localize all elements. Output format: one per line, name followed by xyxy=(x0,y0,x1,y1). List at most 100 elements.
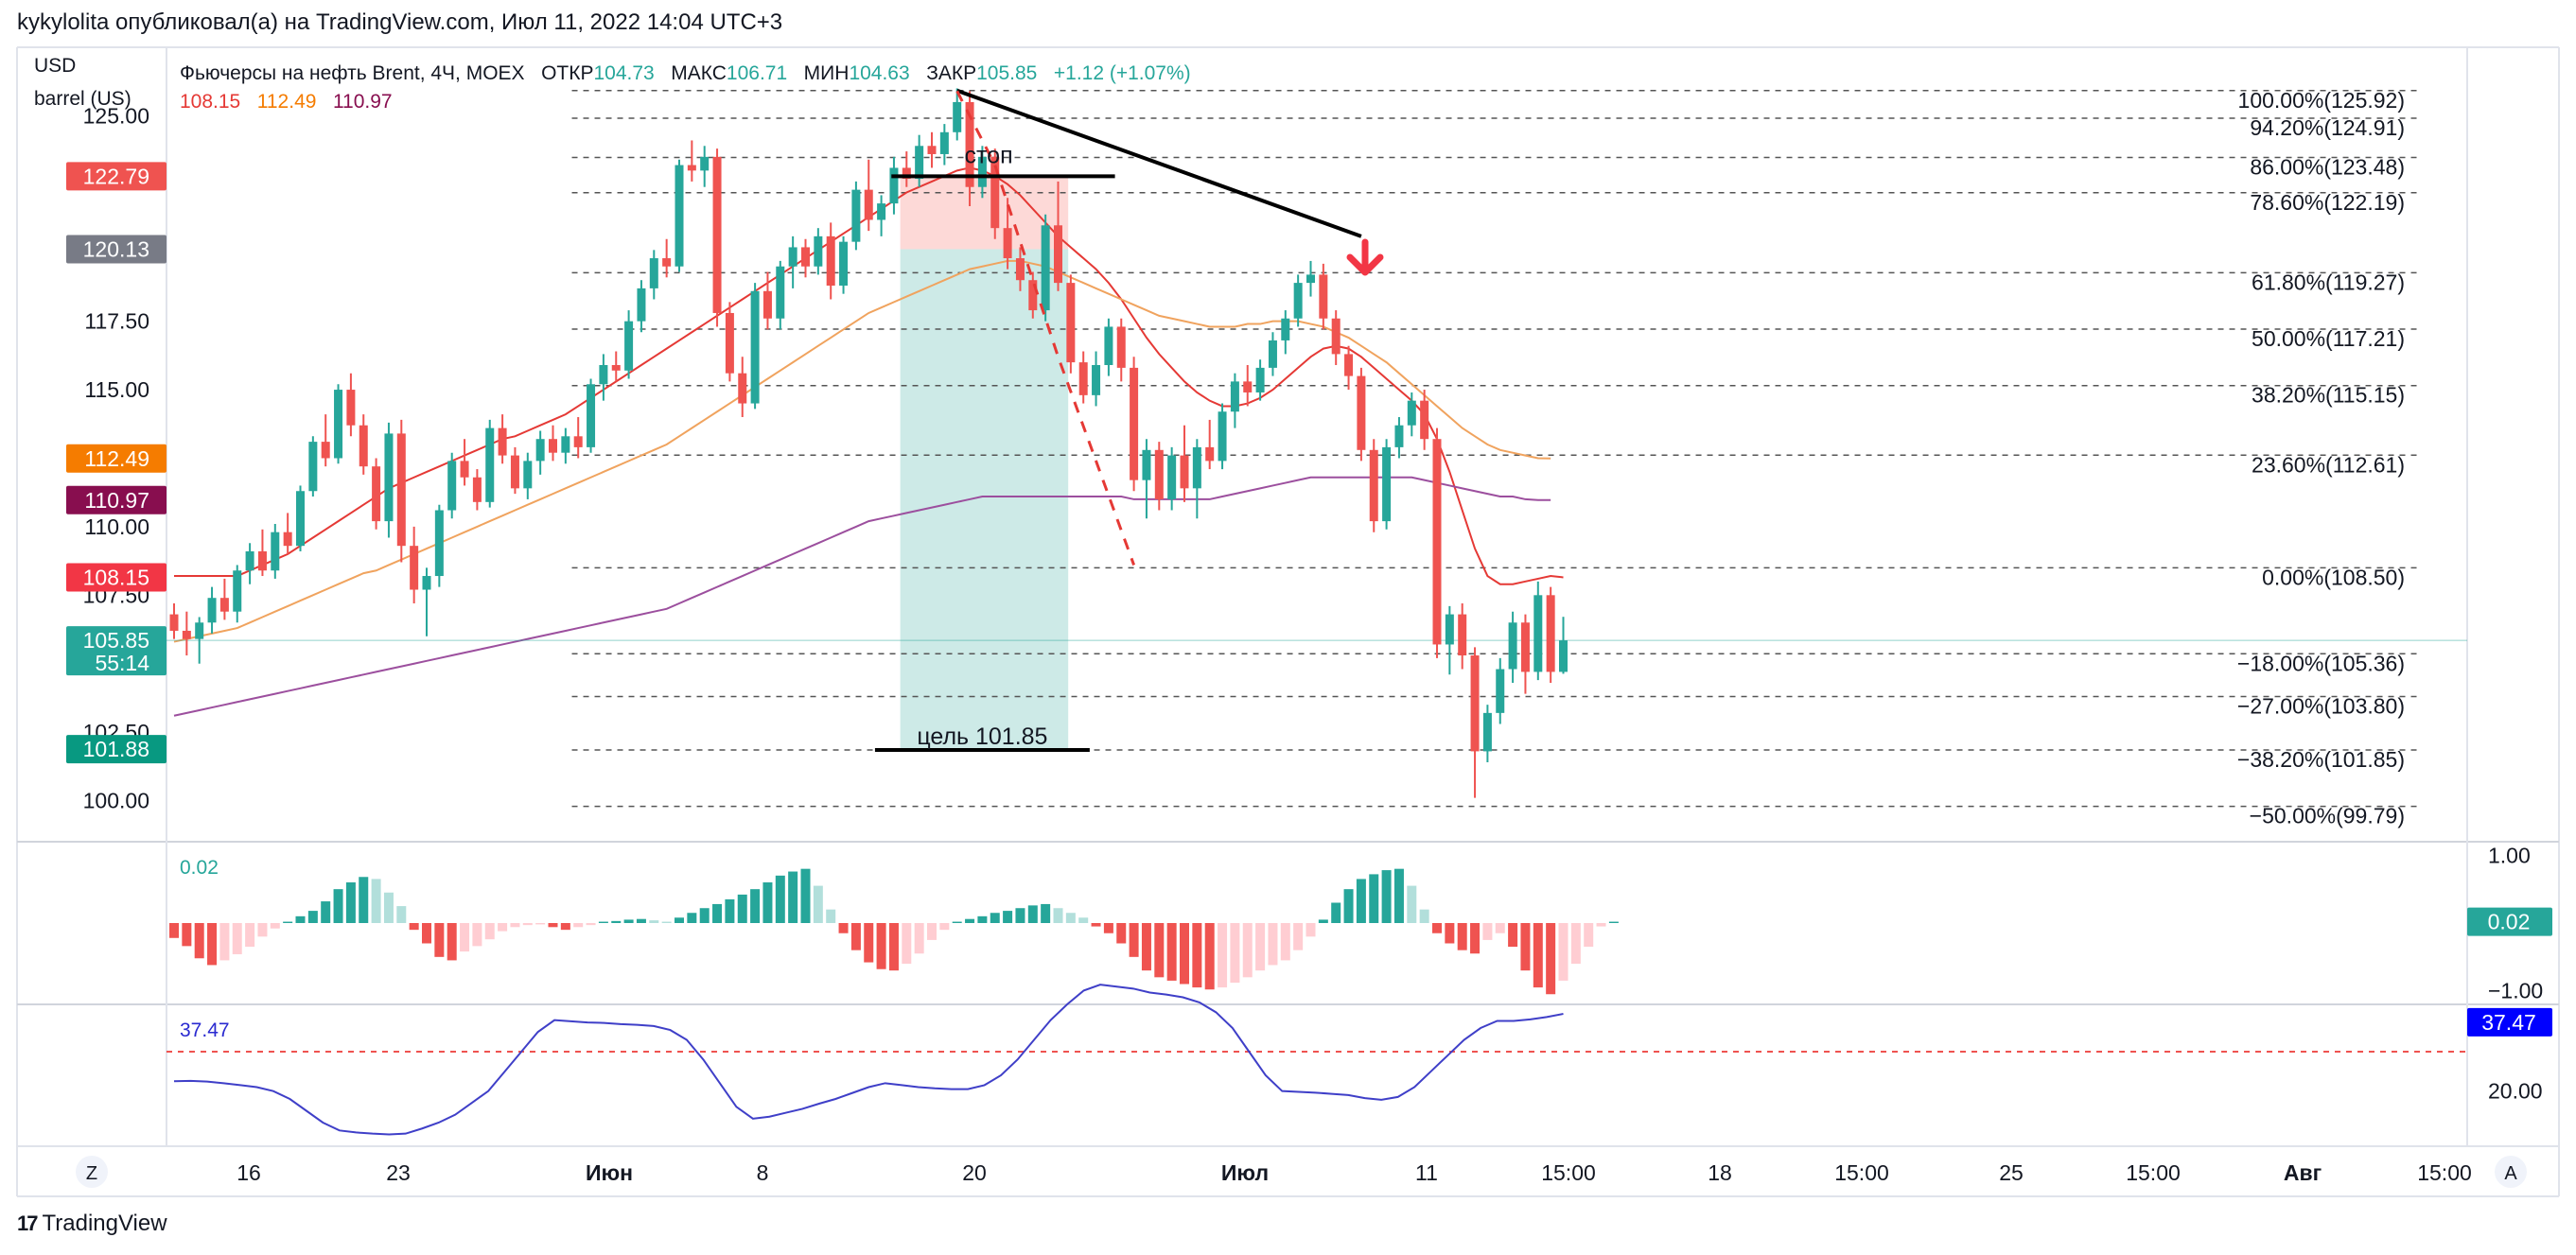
candle xyxy=(1369,439,1378,532)
histogram-bar xyxy=(952,921,962,923)
candle xyxy=(1533,581,1543,681)
candle xyxy=(1092,351,1101,407)
histogram-bar xyxy=(447,923,457,961)
histogram-bar xyxy=(484,923,495,940)
candle-body xyxy=(1382,446,1392,522)
candle xyxy=(1458,603,1467,670)
candle-body xyxy=(169,614,179,631)
time-axis-ticks: 16 23 Июн 8 20 Июл 11 15:00 18 15:00 25 15:00 Авг 15:… xyxy=(237,1160,2472,1185)
histogram-bar xyxy=(371,879,381,923)
candle-body xyxy=(1369,449,1378,522)
time-tick: 16 xyxy=(237,1160,261,1185)
histogram-bar xyxy=(623,919,634,923)
candle-body xyxy=(1078,362,1088,395)
candle xyxy=(1407,392,1416,437)
candle-body xyxy=(839,241,849,286)
candle-body xyxy=(1116,326,1126,368)
histogram-bar xyxy=(535,923,546,925)
histogram-bar xyxy=(750,889,761,923)
candle xyxy=(498,414,507,464)
histogram-bar xyxy=(257,923,268,937)
price-badge-value: 122.79 xyxy=(83,164,149,188)
ma-legend[interactable]: 108.15 112.49 110.97 xyxy=(180,91,393,113)
histogram-bar xyxy=(1293,923,1304,950)
candle xyxy=(1331,310,1341,365)
candle xyxy=(1508,611,1517,683)
candle xyxy=(599,354,608,401)
tradingview-logo[interactable]: 17 TradingView xyxy=(17,1211,167,1237)
time-tick: 15:00 xyxy=(2126,1160,2181,1185)
low-label: МИН xyxy=(803,62,850,84)
histogram-bar xyxy=(1192,923,1202,988)
candle-body xyxy=(1394,425,1404,447)
histogram-bar xyxy=(1558,923,1568,981)
candle xyxy=(889,156,899,215)
histogram-bar xyxy=(1204,923,1215,990)
histogram-bar xyxy=(1343,889,1354,923)
candle xyxy=(1104,318,1113,376)
high-value: 106.71 xyxy=(726,62,788,84)
candle xyxy=(510,446,519,495)
histogram-bar xyxy=(661,921,672,923)
candle xyxy=(1205,419,1215,470)
histogram-bar xyxy=(699,908,710,923)
timezone-button[interactable]: Z xyxy=(76,1156,108,1188)
histogram-bar xyxy=(914,923,924,954)
candle-body xyxy=(1015,258,1025,281)
candle-body xyxy=(460,461,469,478)
svg-text:Z: Z xyxy=(86,1163,97,1184)
histogram-bar xyxy=(1369,874,1379,923)
candle-body xyxy=(649,258,658,288)
candle xyxy=(1218,403,1227,470)
candle xyxy=(1268,332,1277,376)
auto-scale-button[interactable]: A xyxy=(2495,1156,2527,1188)
candle-body xyxy=(1357,375,1366,450)
histogram-last-badge xyxy=(2467,907,2552,936)
histogram-bar xyxy=(927,923,937,940)
stop-label: стоп xyxy=(965,142,1013,168)
candle-body xyxy=(447,461,457,511)
candle xyxy=(611,351,621,382)
candle-body xyxy=(1420,400,1429,440)
candle xyxy=(296,485,305,551)
candle xyxy=(485,419,495,508)
price-badge-bg xyxy=(66,485,166,514)
candle-body xyxy=(977,156,987,187)
candle xyxy=(738,357,747,418)
candle-body xyxy=(549,439,557,453)
candle xyxy=(434,504,444,587)
fib-label: 86.00%(123.48) xyxy=(2250,154,2405,179)
candle xyxy=(1306,260,1315,297)
time-tick: 23 xyxy=(386,1160,411,1185)
candle-body xyxy=(472,477,482,502)
candle-body xyxy=(233,570,242,612)
histogram-bar xyxy=(876,923,886,969)
histogram-bar xyxy=(725,898,735,923)
time-tick: 18 xyxy=(1708,1160,1732,1185)
histogram-bar xyxy=(850,923,861,950)
candle xyxy=(1003,198,1012,270)
candle xyxy=(1255,359,1265,401)
candle xyxy=(801,238,810,278)
trend-line[interactable] xyxy=(956,88,1362,238)
candle xyxy=(308,436,318,497)
candle-body xyxy=(953,101,962,132)
candle-body xyxy=(1104,326,1113,365)
histogram-bar xyxy=(1432,923,1442,933)
candle xyxy=(776,260,785,330)
price-tick: 115.00 xyxy=(84,377,149,402)
candle xyxy=(384,422,394,538)
candle xyxy=(334,384,343,464)
symbol-legend[interactable]: Фьючерсы на нефть Brent, 4Ч, MOEX ОТКР10… xyxy=(180,62,1191,85)
candle-body xyxy=(637,288,646,322)
candle xyxy=(750,283,760,410)
candle xyxy=(839,235,849,294)
histogram-bar xyxy=(1306,923,1316,937)
price-tick: 110.00 xyxy=(84,514,149,539)
candle xyxy=(396,419,406,563)
histogram-bar xyxy=(1180,923,1189,985)
price-badge: 120.13 xyxy=(66,235,166,264)
histogram-bar xyxy=(977,915,988,923)
candle xyxy=(1192,439,1201,519)
